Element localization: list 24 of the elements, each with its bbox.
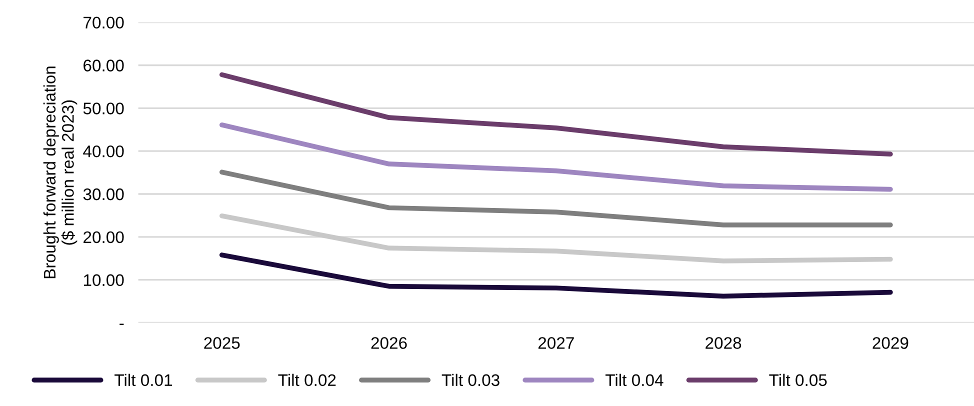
line-series bbox=[219, 170, 893, 228]
y-tick-label: 10.00 bbox=[84, 274, 124, 286]
y-axis-title: Brought forward depreciation ($ million real 2023) bbox=[43, 66, 78, 278]
line-series bbox=[219, 122, 893, 192]
legend-label: Tilt 0.01 bbox=[114, 374, 172, 386]
x-tick-label: 2026 bbox=[371, 337, 407, 349]
line-series bbox=[219, 252, 893, 299]
y-tick-label: 60.00 bbox=[84, 60, 124, 72]
x-tick-label: 2025 bbox=[204, 337, 240, 349]
y-tick-label: 50.00 bbox=[83, 102, 124, 114]
legend-label: Tilt 0.02 bbox=[278, 374, 336, 386]
legend-label: Tilt 0.05 bbox=[769, 374, 827, 386]
y-tick-label: 70.00 bbox=[84, 16, 124, 29]
x-tick-label: 2029 bbox=[872, 337, 908, 349]
legend-label: Tilt 0.03 bbox=[442, 374, 500, 386]
x-tick-label: 2027 bbox=[538, 337, 574, 349]
y-tick-label: 40.00 bbox=[83, 145, 124, 158]
line-series bbox=[219, 213, 893, 264]
x-tick-label: 2028 bbox=[706, 337, 742, 349]
y-tick-label: 20.00 bbox=[84, 231, 124, 244]
y-tick-label: - bbox=[120, 324, 124, 326]
y-tick-label: 30.00 bbox=[83, 188, 124, 200]
legend-label: Tilt 0.04 bbox=[606, 374, 664, 386]
line-series bbox=[219, 72, 893, 157]
